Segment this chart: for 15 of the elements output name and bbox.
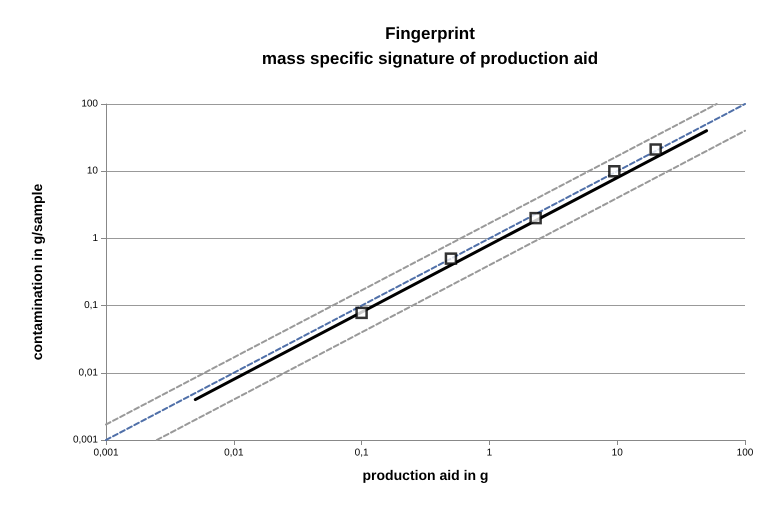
chart-title: Fingerprint [385, 24, 476, 43]
y-tick-label: 0,1 [84, 300, 98, 312]
x-tick-label: 10 [612, 448, 624, 458]
chart-subtitle: mass specific signature of production aid [262, 49, 598, 68]
y-tick-label: 0,001 [72, 434, 98, 446]
x-tick-label: 100 [736, 448, 754, 458]
x-tick-label: 1 [486, 448, 493, 458]
y-tick-label: 1 [92, 232, 98, 244]
x-tick-label: 0,1 [354, 448, 369, 458]
y-tick-label: 10 [86, 166, 98, 177]
x-axis-title: production aid in g [362, 467, 488, 483]
y-tick-label: 0,01 [78, 367, 98, 378]
y-tick-label: 100 [81, 98, 98, 110]
x-tick-label: 0,01 [224, 448, 244, 458]
y-axis-title: contamination in g/sample [29, 184, 45, 360]
